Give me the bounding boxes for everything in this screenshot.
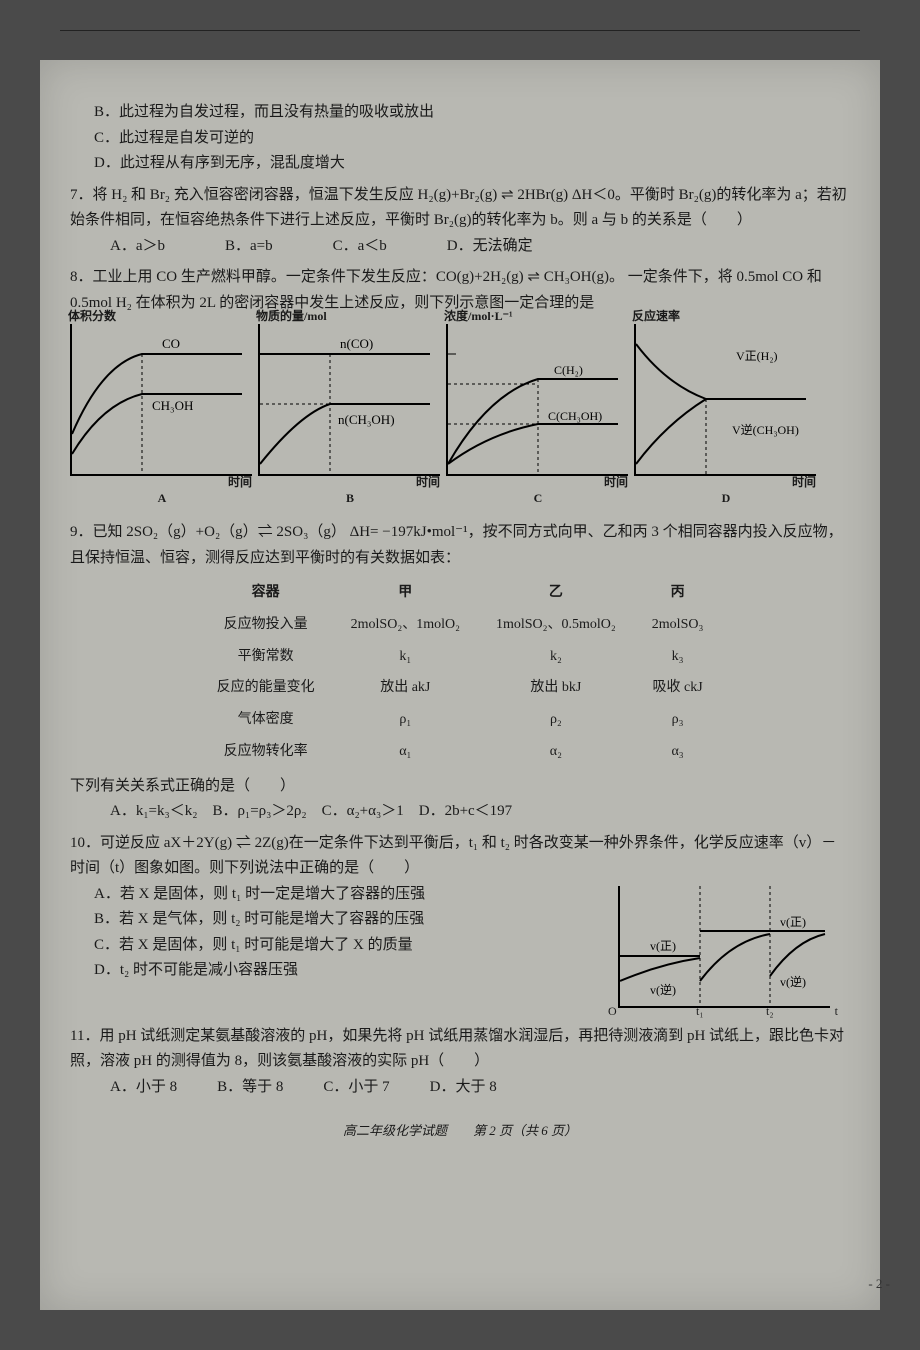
chart-a-label-co: CO <box>162 336 180 351</box>
chart-c-l1: C(H₂) <box>554 363 583 377</box>
cell: ρ₁ <box>333 704 478 736</box>
t-axis: t <box>835 1001 838 1021</box>
q6-opt-b: B．此过程为自发过程，而且没有热量的吸收或放出 <box>94 100 850 126</box>
q10-svg: v(正) v(逆) v(正) v(逆) <box>620 886 830 1006</box>
q11-a: A．小于 8 <box>110 1075 177 1101</box>
cell: k₃ <box>634 641 722 673</box>
chart-a-label-ch3oh: CH₃OH <box>152 398 193 413</box>
seg1-bot <box>620 958 700 981</box>
chart-d-curve1 <box>636 344 806 399</box>
page-footer: 高二年级化学试题 第 2 页（共 6 页） <box>70 1120 850 1142</box>
cell: 1molSO₂、0.5molO₂ <box>478 609 634 641</box>
th-jia: 甲 <box>333 577 478 609</box>
cell: α₃ <box>634 736 722 768</box>
chart-d-xlabel: 时间 <box>792 472 816 492</box>
seg2-bot <box>700 934 770 981</box>
seg3-bot <box>770 934 825 976</box>
q10-chart: v(正) v(逆) v(正) v(逆) t₁ t₂ t O <box>618 886 830 1008</box>
chart-c-l2: C(CH₃OH) <box>548 409 602 423</box>
cell: α₁ <box>333 736 478 768</box>
cell: 平衡常数 <box>199 641 333 673</box>
cell: k₂ <box>478 641 634 673</box>
chart-c-curve2 <box>448 424 618 464</box>
vf-label-1: v(正) <box>650 939 676 953</box>
q7-stem: 7．将 H₂ 和 Br₂ 充入恒容密闭容器，恒温下发生反应 H₂(g)+Br₂(… <box>70 183 850 234</box>
cell: 放出 akJ <box>333 672 478 704</box>
q6-opt-d: D．此过程从有序到无序，混乱度增大 <box>94 151 850 177</box>
q6-opt-c: C．此过程是自发可逆的 <box>94 126 850 152</box>
cell: 气体密度 <box>199 704 333 736</box>
chart-d-svg: V正(H₂) V逆(CH₃OH) t₁ 0 <box>636 324 816 474</box>
page-number: - 2 - <box>868 1276 890 1292</box>
cell: α₂ <box>478 736 634 768</box>
chart-b-lco: n(CO) <box>340 336 373 351</box>
cell: ρ₃ <box>634 704 722 736</box>
chart-a-svg: CO CH₃OH t₁ 0 <box>72 324 252 474</box>
table-row: 反应物转化率 α₁ α₂ α₃ <box>199 736 722 768</box>
chart-b-sub: B <box>346 488 354 508</box>
origin: O <box>608 1001 617 1021</box>
cell: 反应物转化率 <box>199 736 333 768</box>
q11-options: A．小于 8 B．等于 8 C．小于 7 D．大于 8 <box>110 1075 850 1101</box>
table-row: 气体密度 ρ₁ ρ₂ ρ₃ <box>199 704 722 736</box>
cell: k₁ <box>333 641 478 673</box>
chart-a-xlabel: 时间 <box>228 472 252 492</box>
table-row: 反应物投入量 2molSO₂、1molO₂ 1molSO₂、0.5molO₂ 2… <box>199 609 722 641</box>
q7-d: D．无法确定 <box>447 234 533 260</box>
q9-table: 容器 甲 乙 丙 反应物投入量 2molSO₂、1molO₂ 1molSO₂、0… <box>199 577 722 768</box>
q7-a: A．a＞b <box>110 234 165 260</box>
th-bing: 丙 <box>634 577 722 609</box>
cell: 2molSO₂、1molO₂ <box>333 609 478 641</box>
chart-b-lch: n(CH₃OH) <box>338 412 395 427</box>
cell: 反应物投入量 <box>199 609 333 641</box>
q9-opts: A．k₁=k₃＜k₂ B．ρ₁=ρ₃＞2ρ₂ C．α₂+α₃＞1 D．2b+c＜… <box>110 799 850 825</box>
table-row: 容器 甲 乙 丙 <box>199 577 722 609</box>
cell: 2molSO₃ <box>634 609 722 641</box>
content-area: B．此过程为自发过程，而且没有热量的吸收或放出 C．此过程是自发可逆的 D．此过… <box>70 100 850 1142</box>
th-container: 容器 <box>199 577 333 609</box>
chart-c-sub: C <box>534 488 543 508</box>
chart-b-svg: 0.5 0.25 n(CO) n(CH₃OH) t₁ 0 <box>260 324 440 474</box>
q7-options: A．a＞b B．a=b C．a＜b D．无法确定 <box>110 234 850 260</box>
chart-c: 浓度/mol·L⁻¹ 时间 C 0.5 0.3 0.1 C(H₂) C(CH₃O… <box>446 324 628 476</box>
cell: ρ₂ <box>478 704 634 736</box>
q11-stem: 11．用 pH 试纸测定某氨基酸溶液的 pH，如果先将 pH 试纸用蒸馏水润湿后… <box>70 1024 850 1075</box>
chart-d-sub: D <box>722 488 731 508</box>
q9-tail: 下列有关关系式正确的是（ ） <box>70 774 850 800</box>
chart-d-l1: V正(H₂) <box>736 349 778 363</box>
vr-label-1: v(逆) <box>650 982 676 997</box>
th-yi: 乙 <box>478 577 634 609</box>
chart-a-sub: A <box>158 488 167 508</box>
q7-b: B．a=b <box>225 234 273 260</box>
cell: 反应的能量变化 <box>199 672 333 704</box>
vr-label-2: v(逆) <box>780 974 806 989</box>
top-rule <box>60 30 860 31</box>
table-row: 反应的能量变化 放出 akJ 放出 bkJ 吸收 ckJ <box>199 672 722 704</box>
q10-stem: 10．可逆反应 aX＋2Y(g) ⇌ 2Z(g)在一定条件下达到平衡后，t₁ 和… <box>70 831 850 882</box>
q9-stem: 9．已知 2SO₂（g）+O₂（g）⇌ 2SO₃（g） ΔH= −197kJ•m… <box>70 520 850 571</box>
q8-charts: 体积分数 时间 A CO CH₃OH t₁ 0 物质的量/mol 时间 B <box>70 324 850 476</box>
chart-a: 体积分数 时间 A CO CH₃OH t₁ 0 <box>70 324 252 476</box>
chart-c-svg: 0.5 0.3 0.1 C(H₂) C(CH₃OH) t₁ 0 <box>448 324 628 474</box>
chart-c-xlabel: 时间 <box>604 472 628 492</box>
table-row: 平衡常数 k₁ k₂ k₃ <box>199 641 722 673</box>
chart-b-xlabel: 时间 <box>416 472 440 492</box>
q7-c: C．a＜b <box>333 234 387 260</box>
t1-label: t₁ <box>696 1001 704 1021</box>
q11-d: D．大于 8 <box>430 1075 497 1101</box>
chart-d: 反应速率 时间 D V正(H₂) V逆(CH₃OH) t₁ 0 <box>634 324 816 476</box>
vf-label-2: v(正) <box>780 915 806 929</box>
q11-c: C．小于 7 <box>323 1075 389 1101</box>
exam-page: B．此过程为自发过程，而且没有热量的吸收或放出 C．此过程是自发可逆的 D．此过… <box>40 60 880 1310</box>
cell: 吸收 ckJ <box>634 672 722 704</box>
chart-d-l2: V逆(CH₃OH) <box>732 422 799 437</box>
t2-label: t₂ <box>766 1001 774 1021</box>
chart-b: 物质的量/mol 时间 B 0.5 0.25 n(CO) n(CH₃OH) t₁… <box>258 324 440 476</box>
cell: 放出 bkJ <box>478 672 634 704</box>
q11-b: B．等于 8 <box>217 1075 283 1101</box>
